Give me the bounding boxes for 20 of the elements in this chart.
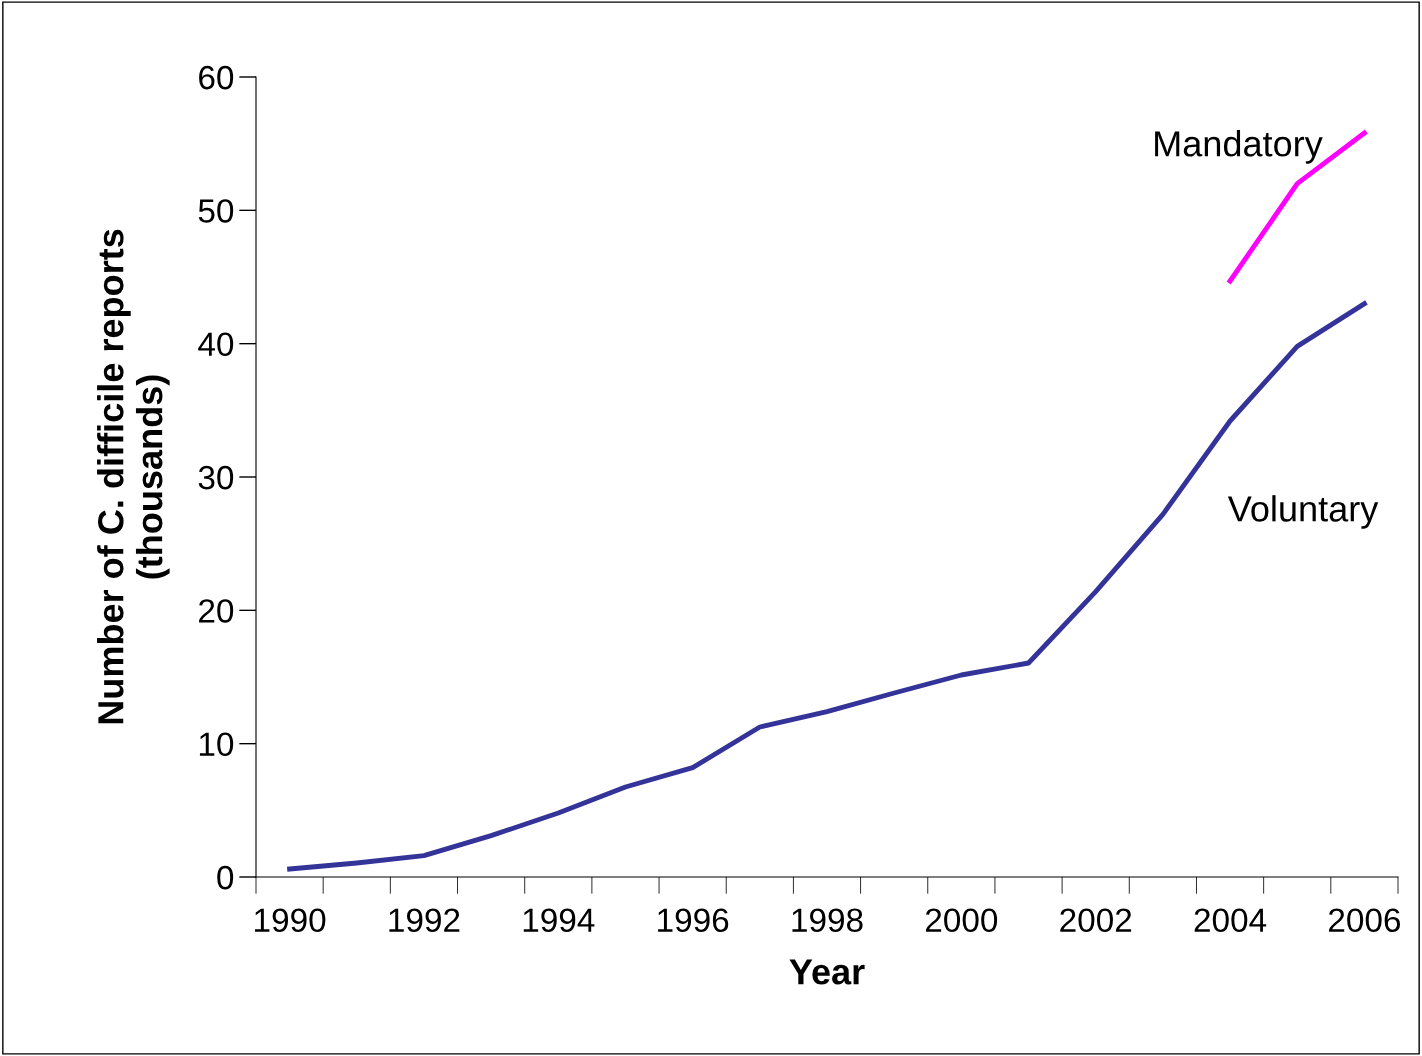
- y-tick-label: 20: [199, 599, 234, 623]
- x-tick-label: 1990: [255, 908, 326, 933]
- x-tick-label: 2006: [1329, 908, 1401, 933]
- y-tick-label: 50: [198, 199, 234, 223]
- x-tick-label: 1994: [523, 908, 595, 933]
- x-axis-title: Year: [789, 959, 865, 985]
- x-tick-label: 1992: [389, 908, 460, 933]
- y-tick-label: 10: [199, 732, 234, 757]
- x-tick-label: 2000: [925, 908, 998, 933]
- y-tick-label: 40: [198, 332, 234, 357]
- series-label: Mandatory: [1155, 130, 1323, 164]
- x-tick-label: 1998: [792, 908, 863, 933]
- x-tick-label: 2004: [1194, 908, 1267, 933]
- y-tick-label: 30: [198, 465, 234, 490]
- series-label: Voluntary: [1227, 495, 1379, 529]
- x-tick-label: 2002: [1060, 908, 1132, 933]
- y-tick-label: 0: [217, 865, 234, 890]
- y-axis-title: Number of C. difficile reports (thousands): [97, 229, 170, 724]
- y-tick-label: 60: [199, 65, 234, 90]
- x-tick-label: 1996: [658, 908, 729, 933]
